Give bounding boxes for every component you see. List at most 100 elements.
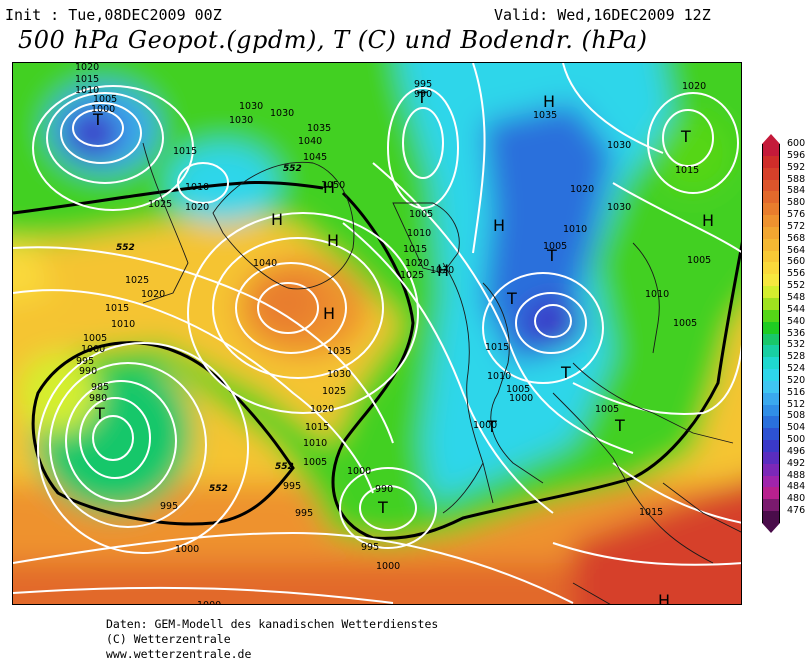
pressure-label: 1000: [473, 420, 497, 431]
low-marker: T: [416, 88, 427, 107]
pressure-label: 1035: [307, 123, 331, 134]
high-marker: H: [323, 178, 335, 197]
pressure-label: 1000: [175, 544, 199, 555]
pressure-label: 1000: [81, 344, 105, 355]
pressure-label: 1020: [310, 404, 334, 415]
colorbar-cell: 592: [762, 162, 805, 180]
high-marker: H: [323, 304, 335, 323]
colorbar-level-label: 492: [787, 457, 806, 469]
contour-label: 552: [209, 484, 228, 494]
high-marker: H: [271, 210, 283, 229]
pressure-label: 1000: [197, 600, 221, 605]
colorbar-cell: 588: [762, 174, 805, 192]
colorbar-level-label: 496: [787, 445, 806, 457]
colorbar-level-label: 504: [787, 422, 806, 434]
colorbar-cell: 580: [762, 197, 805, 216]
pressure-label: 1020: [570, 184, 594, 195]
colorbar-level-label: 576: [787, 209, 806, 221]
pressure-label: 1025: [125, 275, 149, 286]
contour-552-labels: 552 552 552 552: [116, 164, 302, 494]
colorbar-cell: 600: [762, 138, 805, 156]
low-marker: T: [560, 363, 571, 382]
pressure-label: 1010: [75, 85, 99, 96]
colorbar-cell: 596: [762, 150, 805, 168]
colorbar-cell: 520: [762, 375, 805, 393]
colorbar-cell: 504: [762, 422, 805, 441]
pressure-label: 1015: [639, 507, 663, 518]
colorbar-level-label: 520: [787, 374, 806, 386]
colorbar-cell: 536: [762, 328, 805, 346]
colorbar-cell: 548: [762, 292, 805, 310]
chart-title: 500 hPa Geopot.(gpdm), T (C) und Bodendr…: [18, 26, 648, 54]
pressure-label: 1020: [682, 81, 706, 92]
weather-map[interactable]: 1020 1015 1010 1005 1000 1030 1015 1010 …: [12, 62, 742, 605]
colorbar-cell: 560: [762, 256, 805, 275]
colorbar-cell: 512: [762, 399, 805, 417]
colorbar-cell: 556: [762, 268, 805, 287]
pressure-label: 1030: [607, 140, 631, 151]
footer-copyright: (C) Wetterzentrale: [106, 632, 231, 646]
colorbar-level-label: 484: [787, 481, 806, 493]
colorbar-level-label: 556: [787, 268, 806, 280]
pressure-label: 990: [375, 484, 393, 495]
pressure-label: 1005: [673, 318, 697, 329]
colorbar-level-label: 536: [787, 327, 806, 339]
pressure-label: 995: [76, 356, 94, 367]
colorbar-top-arrow: [762, 134, 780, 144]
colorbar-cell: 480: [762, 493, 805, 512]
colorbar-level-label: 560: [787, 256, 806, 268]
isobars: [13, 63, 741, 604]
colorbar-level-label: 524: [787, 363, 806, 375]
pressure-label: 1010: [303, 438, 327, 449]
colorbar-level-label: 528: [787, 351, 806, 363]
pressure-labels: 1020 1015 1010 1005 1000 1030 1015 1010 …: [75, 63, 711, 605]
pressure-label: 1030: [229, 115, 253, 126]
colorbar-cell: 568: [762, 233, 805, 251]
pressure-label: 1005: [687, 255, 711, 266]
low-marker: T: [680, 127, 691, 146]
colorbar-level-label: 512: [787, 398, 806, 410]
colorbar-cell: 492: [762, 458, 805, 476]
pressure-label: 1010: [111, 319, 135, 330]
pressure-label: 980: [89, 393, 107, 404]
low-marker: T: [94, 404, 105, 423]
colorbar-cell: 552: [762, 280, 805, 298]
colorbar-level-label: 476: [787, 505, 806, 517]
pressure-label: 1045: [303, 152, 327, 163]
pressure-label: 990: [79, 366, 97, 377]
high-marker: H: [437, 261, 449, 280]
colorbar-cell: 540: [762, 316, 805, 334]
pressure-label: 995: [414, 79, 432, 90]
pressure-label: 1015: [403, 244, 427, 255]
pressure-label: 1015: [485, 342, 509, 353]
colorbar-cell: 516: [762, 387, 805, 405]
low-marker: T: [546, 246, 557, 265]
pressure-label: 995: [295, 508, 313, 519]
colorbar-level-label: 600: [787, 138, 806, 149]
pressure-label: 1020: [75, 63, 99, 73]
high-marker: H: [543, 92, 555, 111]
colorbar-level-label: 552: [787, 280, 806, 292]
pressure-label: 1040: [298, 136, 322, 147]
low-marker: T: [92, 110, 103, 129]
colorbar-level-label: 532: [787, 339, 806, 351]
footer-website[interactable]: www.wetterzentrale.de: [106, 647, 252, 661]
contour-552: [13, 180, 741, 540]
pressure-label: 1020: [405, 258, 429, 269]
high-marker: H: [658, 591, 670, 605]
pressure-label: 985: [91, 382, 109, 393]
colorbar-level-label: 516: [787, 386, 806, 398]
pressure-label: 1050: [321, 180, 345, 191]
colorbar-level-label: 580: [787, 197, 806, 209]
pressure-label: 1015: [105, 303, 129, 314]
contour-label: 552: [275, 462, 294, 472]
pressure-label: 1005: [595, 404, 619, 415]
pressure-label: 1025: [400, 270, 424, 281]
pressure-label: 1015: [173, 146, 197, 157]
init-time: Init : Tue,08DEC2009 00Z: [5, 6, 222, 24]
colorbar-level-label: 544: [787, 303, 806, 315]
pressure-label: 1030: [270, 108, 294, 119]
pressure-label: 995: [283, 481, 301, 492]
low-marker: T: [486, 417, 497, 436]
colorbar-level-label: 588: [787, 173, 806, 185]
